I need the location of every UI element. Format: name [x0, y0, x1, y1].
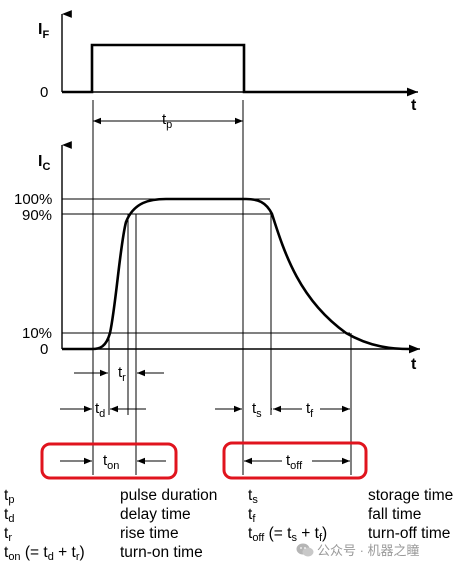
- level-lines: [62, 198, 350, 334]
- ton-label: ton: [103, 452, 119, 472]
- ic-waveform: [62, 197, 411, 351]
- legend-symbol-tp: tp: [4, 487, 15, 506]
- legend-symbol-td: td: [4, 506, 15, 525]
- legend-symbol-toff: toff (= ts + tf): [248, 525, 328, 544]
- legend-desc-tr: rise time: [120, 525, 179, 542]
- legend-desc-ts: storage time: [368, 487, 454, 504]
- legend-desc-tp: pulse duration: [120, 487, 218, 504]
- legend-desc-ton: turn-on time: [120, 544, 203, 561]
- legend-desc-td: delay time: [120, 506, 191, 523]
- toff-label: toff: [286, 452, 303, 472]
- ic-axis: IC 0 t: [38, 141, 420, 373]
- toff-highlight-box: [222, 441, 368, 480]
- ic-axis-label: IC: [38, 153, 50, 173]
- legend-symbol-ts: ts: [248, 487, 258, 506]
- tr-label: tr: [118, 364, 126, 384]
- wechat-icon: [296, 543, 314, 557]
- tp-label: tp: [162, 111, 172, 131]
- time-axis-label-top: t: [411, 97, 417, 114]
- tp-dimension: tp: [93, 111, 243, 131]
- td-label: td: [95, 400, 105, 420]
- legend-desc-toff: turn-off time: [368, 525, 451, 542]
- symbol-legend: tp pulse duration ts storage time td del…: [0, 486, 464, 566]
- ts-label: ts: [252, 400, 262, 420]
- if-axis-label: IF: [38, 21, 49, 41]
- marker-lines: [92, 100, 352, 475]
- level-10-label: 10%: [22, 325, 52, 342]
- level-100-label: 100%: [14, 191, 52, 208]
- level-90-label: 90%: [22, 207, 52, 224]
- if-zero-label: 0: [40, 84, 48, 101]
- legend-symbol-ton: ton (= td + tr): [4, 544, 85, 563]
- ton-highlight-box: [40, 442, 178, 480]
- watermark-text: 公众号 · 机器之瞳: [317, 543, 420, 558]
- if-pulse: [62, 43, 410, 94]
- legend-desc-tf: fall time: [368, 506, 422, 523]
- watermark: 公众号 · 机器之瞳: [296, 540, 420, 559]
- tf-label: tf: [306, 400, 314, 420]
- legend-symbol-tf: tf: [248, 506, 256, 525]
- time-axis-label-bottom: t: [411, 356, 417, 373]
- if-axis: IF 0 t: [38, 10, 418, 114]
- ic-zero-label: 0: [40, 341, 48, 358]
- legend-symbol-tr: tr: [4, 525, 12, 544]
